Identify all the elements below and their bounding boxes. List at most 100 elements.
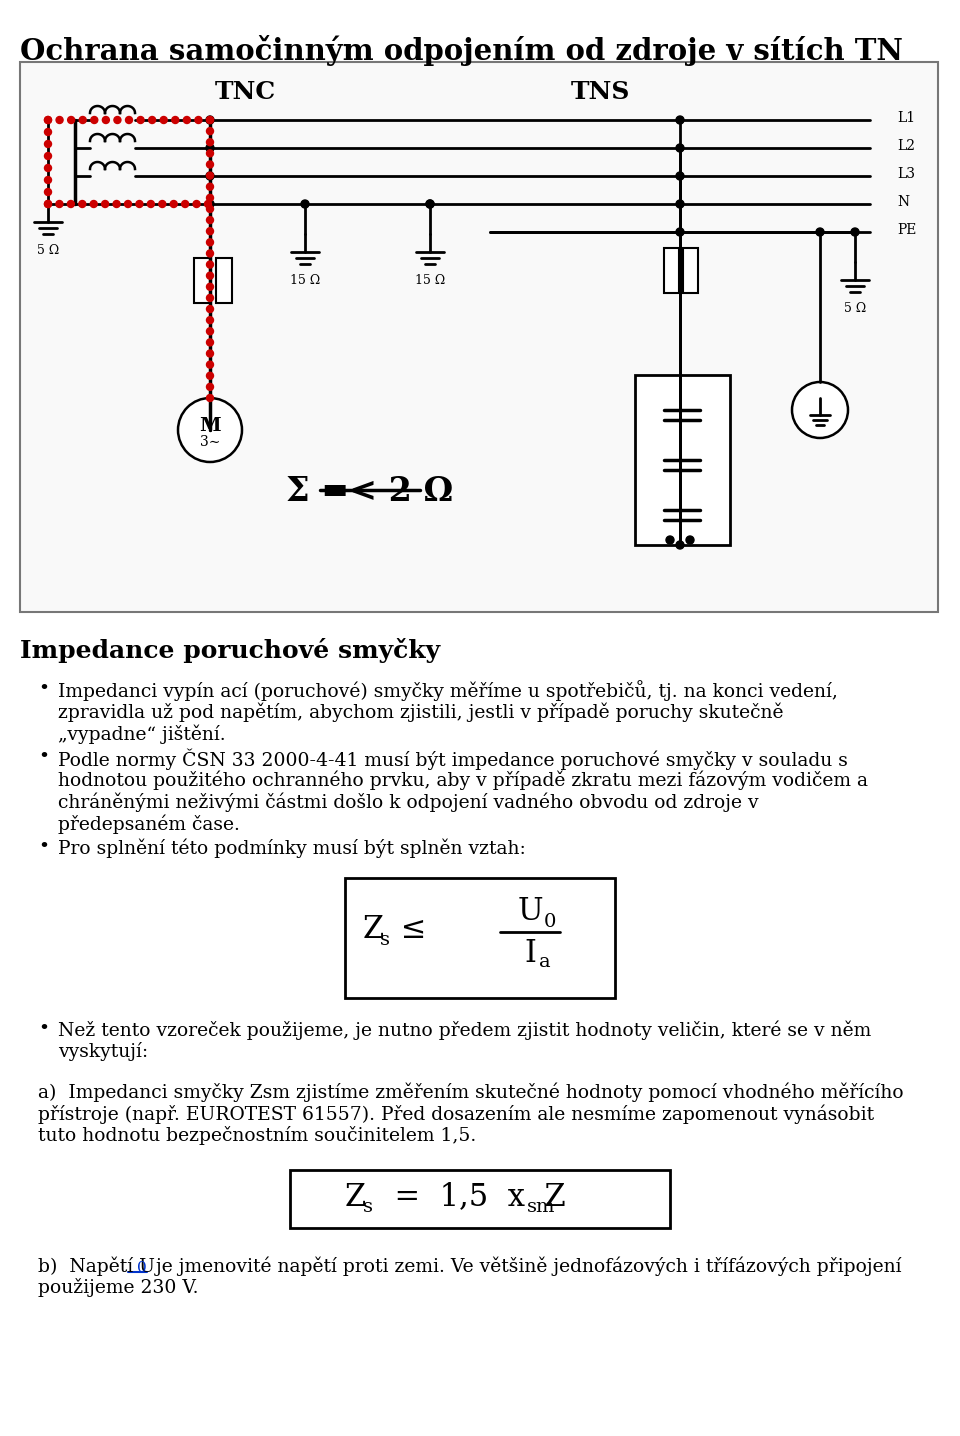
Text: I: I: [524, 938, 536, 968]
Circle shape: [816, 228, 824, 236]
Bar: [635, 375, 730, 546]
Text: •: •: [38, 1020, 49, 1038]
Circle shape: [44, 188, 52, 195]
Text: ≤: ≤: [391, 915, 426, 945]
Circle shape: [56, 116, 63, 123]
Circle shape: [44, 141, 52, 148]
Text: 0: 0: [137, 1261, 147, 1275]
Circle shape: [792, 382, 848, 438]
Circle shape: [206, 161, 213, 168]
Circle shape: [44, 177, 52, 184]
Circle shape: [206, 273, 213, 279]
Text: je jmenovité napětí proti zemi. Ve většině jednofázových i třífázových připojení: je jmenovité napětí proti zemi. Ve větši…: [150, 1256, 901, 1275]
Circle shape: [676, 541, 684, 549]
Circle shape: [44, 116, 52, 123]
Circle shape: [206, 149, 213, 157]
Text: •: •: [38, 748, 49, 765]
Circle shape: [206, 128, 213, 135]
Text: Ochrana samočinným odpojením od zdroje v sítích TN: Ochrana samočinným odpojením od zdroje v…: [20, 34, 902, 66]
Bar: [216, 258, 232, 303]
Text: 3∼: 3∼: [200, 435, 220, 449]
Text: Než tento vzoreček použijeme, je nutno předem zjistit hodnoty veličin, které se : Než tento vzoreček použijeme, je nutno p…: [58, 1020, 872, 1040]
Circle shape: [206, 116, 213, 123]
Text: přístroje (např. EUROTEST 61557). Před dosazením ale nesmíme zapomenout vynásobi: přístroje (např. EUROTEST 61557). Před d…: [38, 1104, 875, 1123]
Circle shape: [178, 398, 242, 462]
Circle shape: [136, 201, 143, 207]
Circle shape: [426, 200, 434, 208]
Circle shape: [206, 360, 213, 368]
Text: 15 Ω: 15 Ω: [290, 274, 320, 287]
Circle shape: [206, 372, 213, 379]
Circle shape: [158, 201, 166, 207]
Circle shape: [206, 205, 213, 213]
Circle shape: [125, 201, 132, 207]
Circle shape: [206, 194, 213, 201]
Circle shape: [206, 172, 214, 180]
Circle shape: [666, 536, 674, 544]
Circle shape: [206, 238, 213, 246]
Circle shape: [206, 172, 213, 180]
Circle shape: [67, 116, 75, 123]
Text: s: s: [380, 931, 390, 949]
Circle shape: [206, 294, 213, 302]
Circle shape: [206, 383, 213, 391]
Circle shape: [206, 395, 213, 402]
Circle shape: [206, 228, 213, 234]
Text: předepsaném čase.: předepsaném čase.: [58, 814, 240, 833]
Text: a: a: [539, 954, 551, 971]
Text: TNC: TNC: [214, 80, 276, 103]
Circle shape: [170, 201, 178, 207]
Text: tuto hodnotu bezpečnostním součinitelem 1,5.: tuto hodnotu bezpečnostním součinitelem …: [38, 1126, 476, 1144]
Circle shape: [206, 317, 213, 323]
Text: 5 Ω: 5 Ω: [36, 244, 60, 257]
Text: •: •: [38, 681, 49, 698]
Circle shape: [676, 200, 684, 208]
Circle shape: [91, 116, 98, 123]
Circle shape: [147, 201, 155, 207]
Text: Z: Z: [363, 915, 384, 945]
Circle shape: [206, 116, 213, 123]
Circle shape: [44, 201, 52, 207]
Bar: [194, 258, 210, 303]
Bar: [664, 248, 679, 293]
Text: L1: L1: [897, 111, 915, 125]
Circle shape: [67, 201, 74, 207]
Text: a)  Impedanci smyčky Zsm zjistíme změřením skutečné hodnoty pomocí vhodného měří: a) Impedanci smyčky Zsm zjistíme změření…: [38, 1081, 903, 1101]
Circle shape: [206, 261, 213, 269]
Text: Z: Z: [345, 1182, 367, 1212]
Circle shape: [676, 116, 684, 123]
Circle shape: [301, 200, 309, 208]
Circle shape: [206, 139, 213, 145]
Text: N: N: [897, 195, 909, 210]
Bar: [345, 877, 615, 998]
Circle shape: [206, 327, 213, 335]
Text: •: •: [38, 839, 49, 856]
Text: Impedance poruchové smyčky: Impedance poruchové smyčky: [20, 638, 440, 663]
Circle shape: [149, 116, 156, 123]
Circle shape: [206, 339, 213, 346]
Text: U: U: [517, 896, 542, 928]
Circle shape: [172, 116, 179, 123]
Circle shape: [206, 283, 213, 290]
Text: 0: 0: [544, 913, 557, 931]
Circle shape: [206, 250, 213, 257]
Text: 15 Ω: 15 Ω: [415, 274, 445, 287]
Circle shape: [44, 152, 52, 159]
Text: použijeme 230 V.: použijeme 230 V.: [38, 1278, 199, 1297]
Circle shape: [206, 217, 213, 224]
Bar: [290, 1170, 670, 1228]
Circle shape: [686, 536, 694, 544]
Circle shape: [160, 116, 167, 123]
Circle shape: [204, 201, 211, 207]
Circle shape: [56, 201, 63, 207]
Circle shape: [44, 116, 52, 123]
Text: hodnotou použitého ochranného prvku, aby v případě zkratu mezi fázovým vodičem a: hodnotou použitého ochranného prvku, aby…: [58, 770, 868, 790]
Bar: [20, 62, 938, 612]
Circle shape: [181, 201, 189, 207]
Circle shape: [90, 201, 97, 207]
Circle shape: [114, 116, 121, 123]
Text: Σ =< 2 Ω: Σ =< 2 Ω: [286, 475, 454, 508]
Circle shape: [44, 128, 52, 135]
Circle shape: [102, 201, 108, 207]
Text: Impedanci vypín ací (poruchové) smyčky měříme u spotřebičů, tj. na konci vedení,: Impedanci vypín ací (poruchové) smyčky m…: [58, 681, 838, 701]
